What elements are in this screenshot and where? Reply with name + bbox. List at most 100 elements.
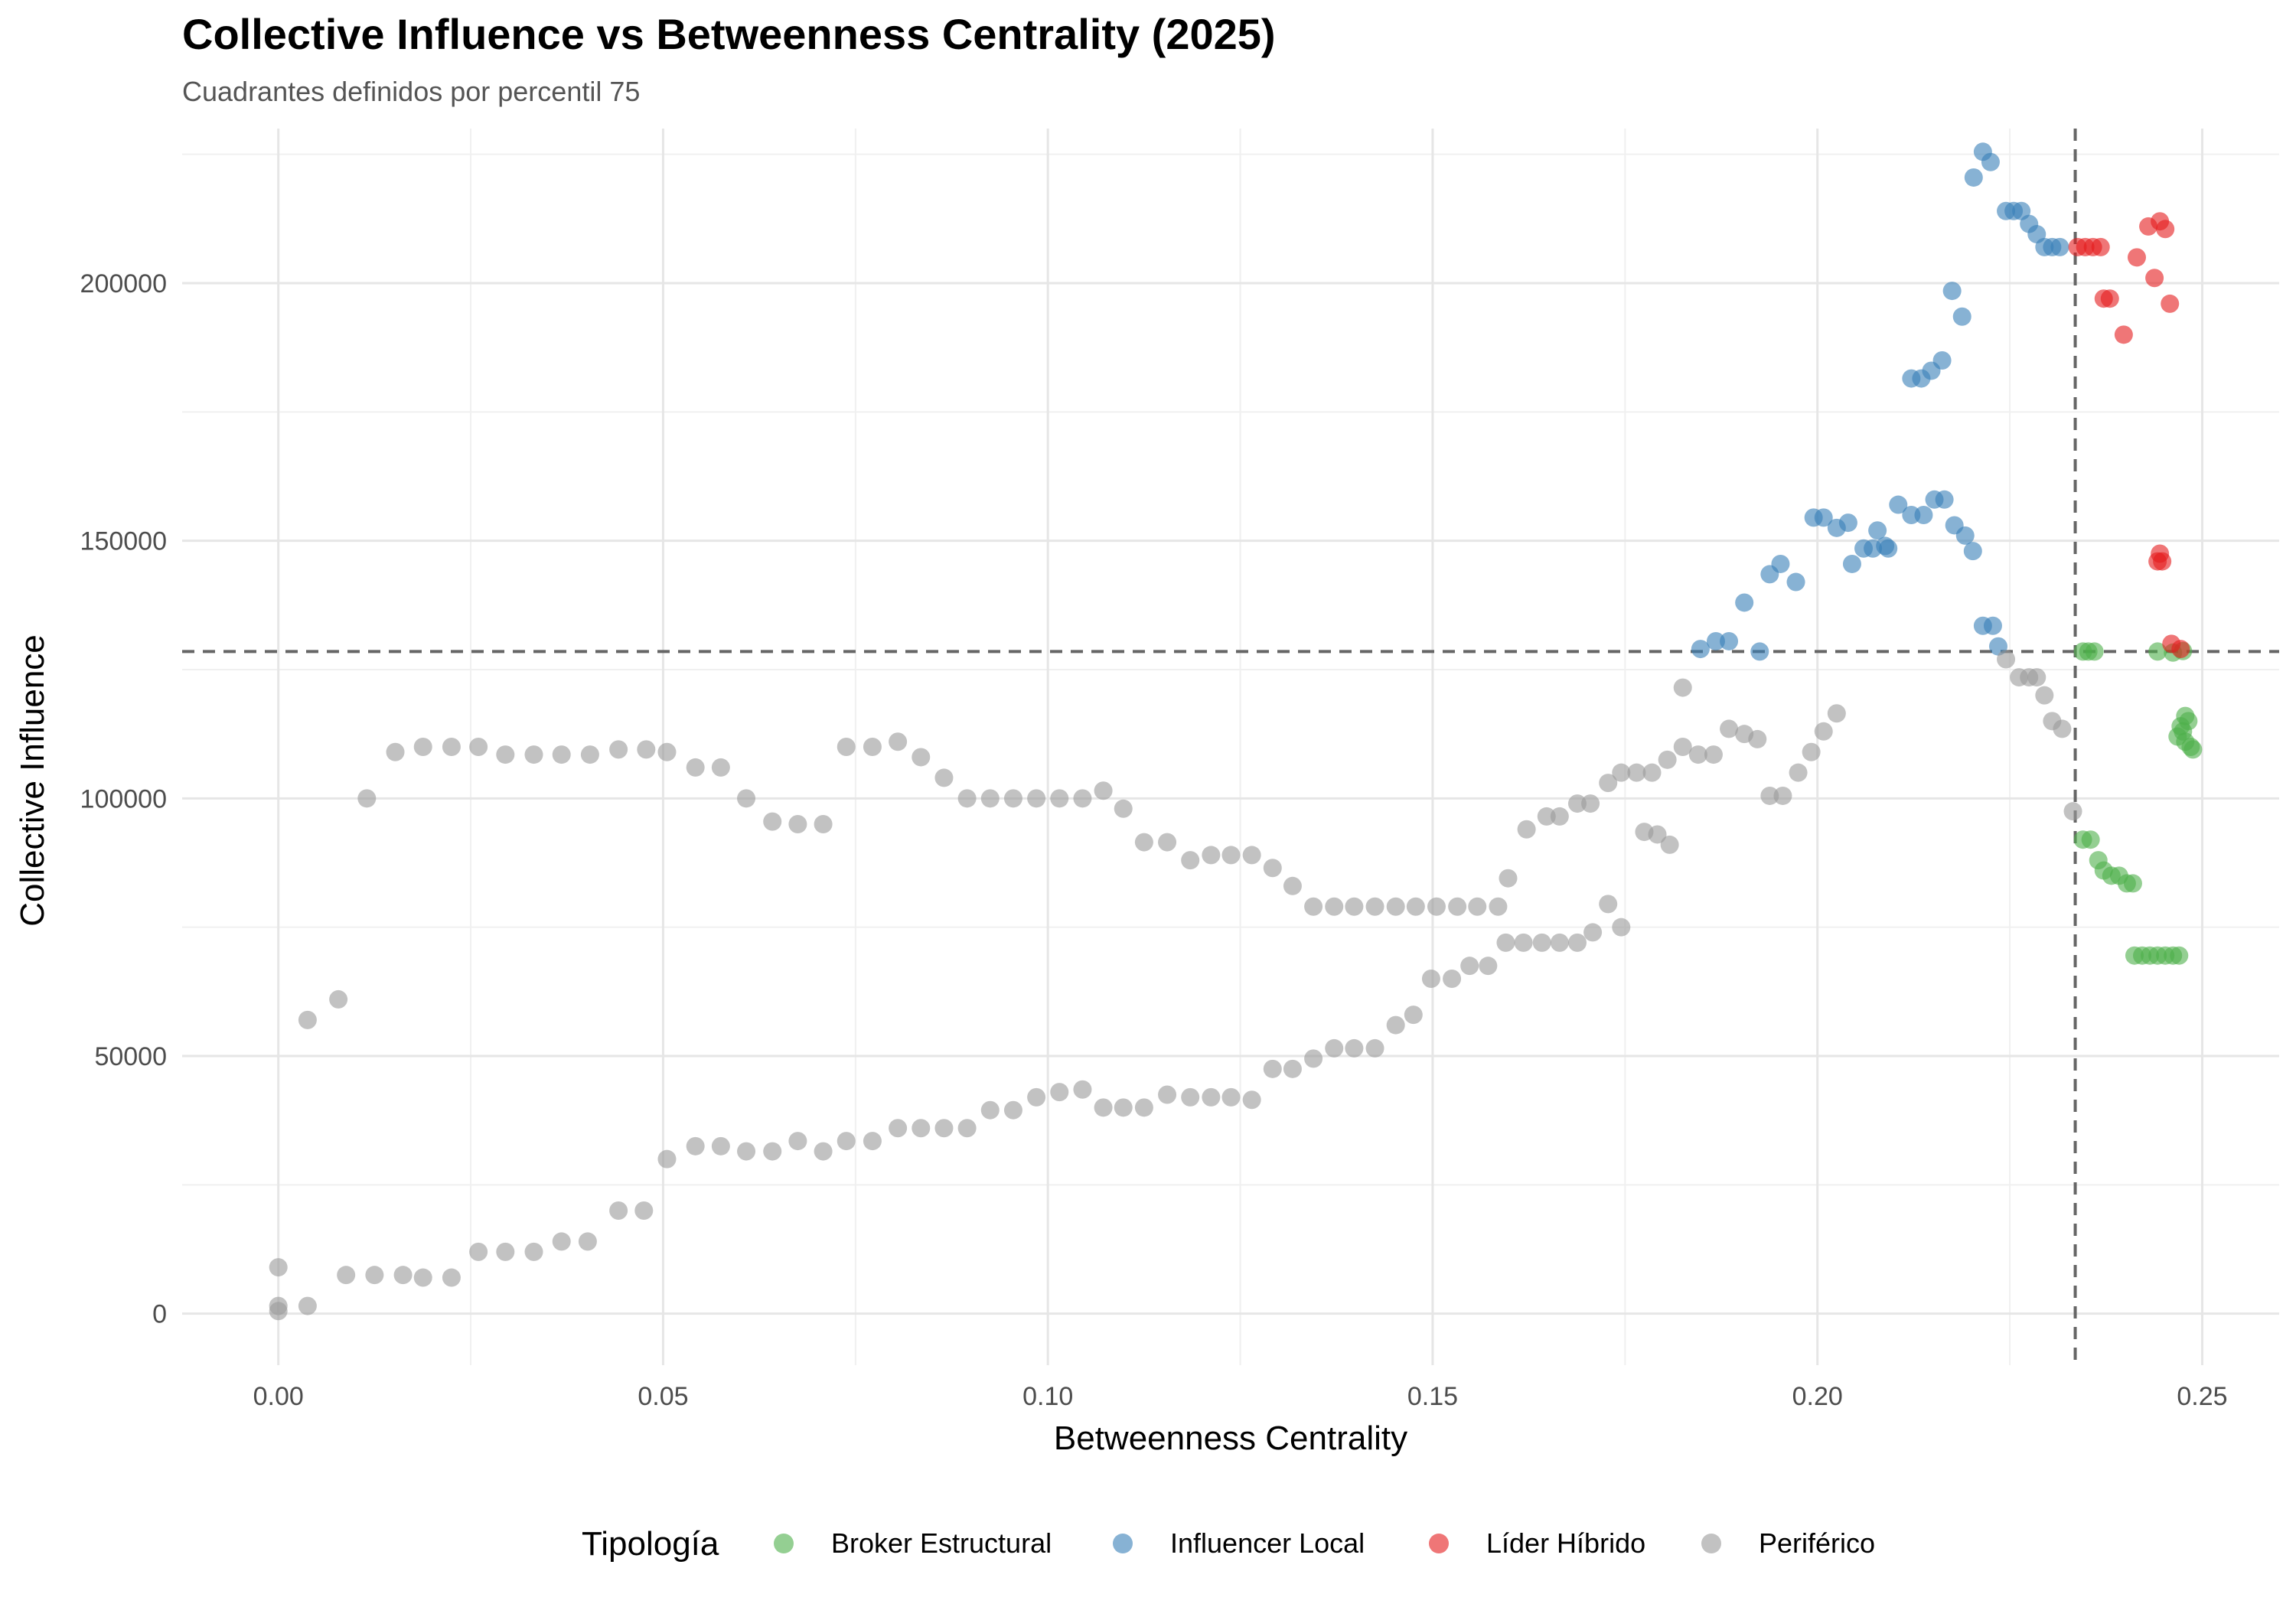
point-periferico xyxy=(1134,1098,1153,1117)
point-periferico xyxy=(1158,1085,1177,1104)
point-periferico xyxy=(1094,1098,1113,1117)
point-periferico xyxy=(934,1119,954,1138)
x-tick-label: 0.10 xyxy=(1022,1382,1073,1411)
point-periferico xyxy=(298,1010,317,1029)
point-periferico xyxy=(1221,846,1241,865)
point-periferico xyxy=(1460,957,1479,976)
point-periferico xyxy=(1627,763,1646,782)
point-periferico xyxy=(1027,1087,1046,1107)
point-periferico xyxy=(1050,1083,1069,1102)
point-periferico xyxy=(934,768,954,787)
point-periferico xyxy=(889,732,908,751)
point-periferico xyxy=(1050,789,1069,808)
point-influencer-local xyxy=(1735,593,1754,612)
point-influencer-local xyxy=(1838,513,1857,533)
chart-title: Collective Influence vs Betweenness Cent… xyxy=(182,10,1276,58)
point-periferico xyxy=(469,1242,488,1261)
reference-lines xyxy=(182,129,2279,1365)
point-periferico xyxy=(788,1132,807,1151)
point-periferico xyxy=(2053,719,2072,738)
point-periferico xyxy=(1158,833,1177,852)
point-periferico xyxy=(1496,933,1515,952)
point-periferico xyxy=(1789,763,1808,782)
point-periferico xyxy=(524,1242,543,1261)
point-periferico xyxy=(763,1142,782,1161)
y-tick-label: 150000 xyxy=(80,527,167,556)
point-lider-hibrido xyxy=(2127,248,2146,267)
point-periferico xyxy=(837,1132,856,1151)
point-lider-hibrido xyxy=(2091,237,2110,256)
point-periferico xyxy=(1814,722,1833,741)
point-periferico xyxy=(1325,1038,1344,1058)
point-periferico xyxy=(912,1119,931,1138)
point-periferico xyxy=(1581,794,1600,813)
point-periferico xyxy=(1479,957,1498,976)
y-tick-label: 200000 xyxy=(80,269,167,298)
point-influencer-local xyxy=(1771,554,1790,573)
point-periferico xyxy=(1514,933,1533,952)
point-periferico xyxy=(357,789,377,808)
point-periferico xyxy=(496,745,515,764)
point-periferico xyxy=(1003,789,1022,808)
point-periferico xyxy=(1517,820,1536,839)
point-influencer-local xyxy=(2050,237,2069,256)
point-periferico xyxy=(1720,719,1739,738)
point-periferico xyxy=(1345,897,1364,916)
legend-label-broker-estructural: Broker Estructural xyxy=(831,1527,1052,1559)
point-periferico xyxy=(269,1258,288,1277)
point-broker-estructural xyxy=(2174,722,2193,741)
point-periferico xyxy=(1599,774,1618,793)
point-periferico xyxy=(580,745,599,764)
point-periferico xyxy=(863,1132,882,1151)
point-broker-estructural xyxy=(2081,830,2100,849)
point-periferico xyxy=(1181,1087,1200,1107)
point-periferico xyxy=(1202,846,1221,865)
point-periferico xyxy=(609,740,628,759)
point-periferico xyxy=(1202,1087,1221,1107)
legend-key-periferico xyxy=(1701,1534,1721,1553)
point-influencer-local xyxy=(1902,369,1921,388)
point-influencer-local xyxy=(1720,631,1739,650)
point-periferico xyxy=(1242,1090,1261,1110)
point-periferico xyxy=(1404,1006,1423,1025)
point-periferico xyxy=(1827,704,1846,723)
y-tick-label: 50000 xyxy=(94,1042,167,1071)
x-axis-title: Betweenness Centrality xyxy=(1054,1420,1407,1457)
point-periferico xyxy=(1612,763,1631,782)
point-periferico xyxy=(1748,729,1767,748)
point-periferico xyxy=(469,738,488,756)
y-axis-ticks: 0 50000 100000 150000 200000 xyxy=(80,269,167,1329)
point-periferico xyxy=(1073,789,1092,808)
point-periferico xyxy=(686,1136,705,1156)
point-periferico xyxy=(442,1268,461,1287)
point-periferico xyxy=(1567,933,1587,952)
data-points xyxy=(269,142,2203,1321)
point-periferico xyxy=(1489,897,1508,916)
point-periferico xyxy=(737,1142,756,1161)
point-lider-hibrido xyxy=(2156,220,2175,239)
point-periferico xyxy=(1073,1080,1092,1099)
point-periferico xyxy=(889,1119,908,1138)
point-periferico xyxy=(814,1142,833,1161)
point-influencer-local xyxy=(1786,572,1805,592)
point-influencer-local xyxy=(1868,521,1887,540)
x-tick-label: 0.25 xyxy=(2177,1382,2227,1411)
point-periferico xyxy=(2035,686,2054,705)
point-broker-estructural xyxy=(2170,946,2189,965)
point-influencer-local xyxy=(1935,490,1954,509)
point-periferico xyxy=(1094,781,1113,800)
point-periferico xyxy=(1704,745,1723,764)
point-periferico xyxy=(1134,833,1153,852)
point-periferico xyxy=(578,1232,597,1251)
point-periferico xyxy=(788,815,807,833)
x-tick-label: 0.20 xyxy=(1792,1382,1843,1411)
point-periferico xyxy=(298,1296,317,1315)
y-axis-title: Collective Influence xyxy=(14,634,51,927)
point-periferico xyxy=(1114,799,1133,818)
point-periferico xyxy=(269,1302,288,1321)
point-lider-hibrido xyxy=(2171,640,2190,659)
point-periferico xyxy=(1325,897,1344,916)
point-periferico xyxy=(1443,970,1462,988)
point-periferico xyxy=(980,1100,1000,1120)
point-influencer-local xyxy=(1955,526,1975,545)
